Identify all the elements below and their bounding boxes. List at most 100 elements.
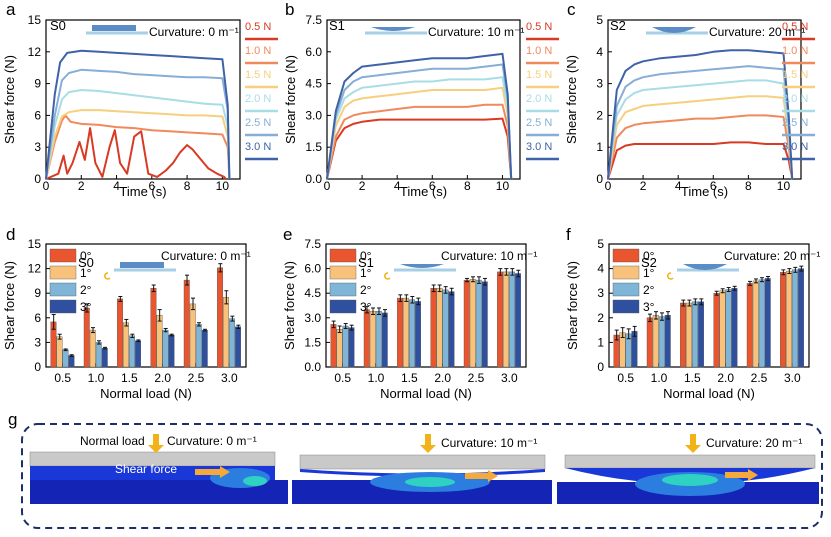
- panel-f-bar: [713, 293, 720, 368]
- panel-d-ytick-label: 6: [34, 311, 41, 325]
- panel-a-legend-label: 2.0 N: [245, 93, 271, 105]
- panel-b-series-line: [326, 86, 513, 180]
- panel-a: a 0 3 6 9 12 15 Shear force (N) Time (s) 0 2 4 6 8 10 0…: [2, 0, 278, 199]
- panel-a-ytick-label: 12: [28, 45, 42, 59]
- panel-f-curvature-label: Curvature: 20 m⁻¹: [724, 249, 820, 263]
- panel-d-sample-label: S0: [78, 255, 94, 270]
- panel-f-ytick-label: 0: [597, 360, 604, 374]
- panel-c-legend-label: 1.5 N: [782, 69, 808, 81]
- panel-f-axes-box: [608, 243, 810, 368]
- panel-d-legend-label: 2°: [80, 283, 92, 297]
- panel-f-bar: [646, 317, 653, 368]
- panel-a-series-line: [45, 109, 231, 180]
- panel-c-ytick-label: 1: [596, 140, 603, 154]
- panel-e-bar: [381, 312, 388, 368]
- panel-c-series-line: [607, 141, 794, 180]
- panel-f-legend-swatch: [612, 265, 640, 280]
- panel-d-xlabel: Normal load (N): [100, 386, 192, 401]
- panel-a-ylabel: Shear force (N): [2, 55, 17, 144]
- panel-f-sample-label: S2: [641, 255, 657, 270]
- normal-load-label: Normal load: [80, 434, 145, 448]
- panel-d-tilt-icon: [104, 272, 111, 280]
- panel-f-xtick-label: 0.5: [617, 371, 634, 385]
- panel-b-series-line: [326, 117, 513, 180]
- panel-a-legend-label: 0.5 N: [245, 21, 271, 33]
- panel-e-legend-label: 0°: [360, 249, 372, 263]
- panel-e-bar: [509, 271, 515, 368]
- panel-d-bar: [150, 288, 157, 368]
- panel-e-sample-label: S1: [358, 255, 374, 270]
- panel-a-series-line: [45, 68, 231, 180]
- curvature-label-g3: Curvature: 20 m⁻¹: [706, 436, 802, 450]
- panel-e-legend-swatch: [329, 282, 357, 297]
- panel-d-bar: [89, 329, 96, 368]
- panel-a-series-line: [45, 89, 231, 180]
- stress-peak-1: [243, 476, 267, 486]
- panel-b-legend-label: 1.0 N: [526, 45, 552, 57]
- panel-c-ytick-label: 0: [596, 172, 603, 186]
- panel-a-xtick-label: 10: [216, 179, 230, 193]
- panel-c-ytick-label: 2: [596, 108, 603, 122]
- panel-c-series-line: [607, 114, 794, 180]
- panel-a-legend-label: 2.5 N: [245, 117, 271, 129]
- panel-e-bar: [397, 297, 403, 368]
- panel-e-bar: [342, 325, 349, 368]
- panel-b-legend-label: 2.0 N: [526, 93, 552, 105]
- panel-d-curvature-label: Curvature: 0 m⁻¹: [161, 249, 251, 263]
- panel-letter-b: b: [285, 0, 294, 19]
- panel-e-bar: [403, 297, 409, 368]
- panel-f-bar: [652, 315, 659, 368]
- panel-b-axes-box: [326, 19, 521, 180]
- panel-c-xtick-label: 6: [710, 179, 717, 193]
- panel-d-bar: [195, 324, 202, 368]
- panel-b-series-line: [326, 103, 513, 180]
- panel-f-bar: [746, 283, 753, 368]
- panel-b-xtick-label: 8: [464, 179, 471, 193]
- panel-f-bar: [658, 316, 665, 368]
- panel-e-bar: [430, 288, 437, 368]
- panel-f-bar: [692, 301, 698, 368]
- panel-d-bar: [62, 349, 69, 368]
- panel-c-ytick-label: 5: [596, 13, 603, 27]
- panel-b-xtick-label: 0: [324, 179, 331, 193]
- panel-d-xtick-label: 2.0: [154, 371, 171, 385]
- panel-f-bar: [719, 290, 726, 368]
- panel-a-curvature-label: Curvature: 0 m⁻¹: [149, 25, 239, 39]
- panel-e-bar: [463, 279, 470, 368]
- panel-e-xtick-label: 1.0: [368, 371, 385, 385]
- panel-c-series-line: [607, 95, 794, 180]
- panel-c-series-line: [607, 79, 794, 180]
- panel-e-ytick-label: 0.0: [304, 360, 321, 374]
- panel-a-ytick-label: 15: [28, 13, 42, 27]
- panel-e-icon-plate: [400, 264, 444, 268]
- panel-b-xtick-label: 6: [429, 179, 436, 193]
- panel-letter-a: a: [6, 0, 16, 19]
- panel-d-legend-label: 3°: [80, 300, 92, 314]
- panel-f-legend-swatch: [612, 299, 640, 314]
- panel-a-ytick-label: 0: [34, 172, 41, 186]
- panel-e-bar: [481, 281, 488, 368]
- panel-a-series-line: [45, 127, 227, 180]
- stress-peak-2: [405, 477, 455, 487]
- plate-curved-2: [299, 454, 546, 470]
- panel-c-legend-label: 0.5 N: [782, 21, 808, 33]
- panel-e-bar: [369, 311, 376, 368]
- panel-f-icon-plate: [683, 264, 727, 270]
- panel-f-ytick-label: 2: [597, 311, 604, 325]
- panel-d-bar: [201, 329, 208, 368]
- panel-f-xtick-label: 3.0: [784, 371, 801, 385]
- panel-b-legend-label: 0.5 N: [526, 21, 552, 33]
- panel-f-legend-label: 3°: [643, 300, 655, 314]
- panel-g-frame: [21, 423, 823, 529]
- panel-f-ytick-label: 3: [597, 286, 604, 300]
- panel-c-xtick-label: 10: [777, 179, 791, 193]
- panel-e-axes-box: [325, 243, 527, 368]
- panel-c-xtick-label: 0: [605, 179, 612, 193]
- panel-e-bar: [415, 301, 421, 368]
- panel-a-legend-label: 1.5 N: [245, 69, 271, 81]
- panel-b-ytick-label: 1.5: [305, 140, 322, 154]
- panel-f-legend-label: 1°: [643, 266, 655, 280]
- panel-d-ytick-label: 3: [34, 335, 41, 349]
- panel-d-icon-plate: [120, 262, 164, 268]
- shear-arrow-1: [195, 466, 230, 478]
